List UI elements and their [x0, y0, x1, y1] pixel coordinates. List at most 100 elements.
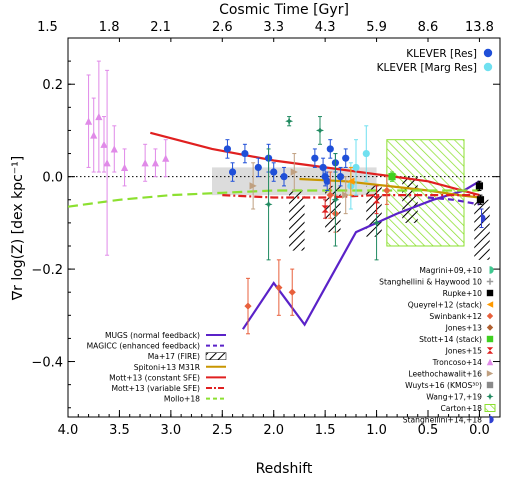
point-klever-res [342, 154, 350, 162]
legend-label: Wuyts+16 (KMOS³ᴰ) [405, 381, 482, 390]
point-troncoso-14 [110, 145, 118, 153]
top-tick-label: 2.1 [150, 20, 171, 35]
point-wang-17-19 [331, 195, 340, 204]
point-klever-res [311, 154, 319, 162]
legend-marker [486, 393, 494, 400]
x-tick-label: 2.5 [212, 423, 233, 438]
point-jones-15 [321, 205, 329, 213]
point-troncoso-14 [100, 140, 108, 148]
x-tick-label: 3.5 [109, 423, 130, 438]
point-rupke-10 [476, 196, 485, 204]
point-troncoso-14 [103, 159, 111, 167]
legend-marker [486, 381, 494, 389]
point-troncoso-14 [84, 117, 93, 125]
x-tick-label: 1.0 [366, 423, 387, 438]
point-klever-res [223, 145, 232, 153]
point-klever-res [280, 173, 288, 181]
legend-label: MAGICC (enhanced feedback) [87, 342, 200, 351]
legend-klever: KLEVER [Res] KLEVER [Marg Res] [377, 48, 493, 74]
legend-marker [486, 370, 494, 377]
point-klever-res [336, 173, 345, 181]
line-mollo-18 [68, 189, 480, 208]
legend-label: Leethochawalit+16 [408, 370, 482, 379]
legend-label: Mollo+18 [164, 395, 200, 404]
top-tick-label: 3.3 [263, 20, 284, 35]
point-wang-17-19 [285, 117, 294, 126]
point-leethochawalit-16 [290, 168, 298, 176]
legend-label: Stanghellini+14,+18 [403, 416, 482, 425]
point-wang-17-19 [316, 126, 324, 135]
legend-label: Ma+17 (FIRE) [148, 352, 200, 361]
legend-label: Wang+17,+19 [426, 393, 482, 402]
legend-label: Troncoso+14 [432, 358, 483, 367]
legend-marker [486, 324, 494, 331]
legend-label: Stanghellini & Haywood 10 [379, 278, 482, 287]
legend-label: Stott+14 (stack) [419, 335, 482, 344]
point-klever-res [241, 149, 249, 158]
legend-models: MUGS (normal feedback) MAGICC (enhanced f… [87, 331, 227, 404]
legend-label: Jones+13 [445, 324, 483, 333]
point-klever-res [270, 168, 278, 176]
y-axis-title: ∇r log(Z) [dex kpc⁻¹] [10, 156, 26, 301]
top-axis-ticks: 1.5 1.8 2.1 2.6 3.3 4.3 5.9 8.6 13.8 [37, 20, 494, 35]
legend-label: MUGS (normal feedback) [105, 331, 200, 340]
point-klever-marg-res [352, 163, 360, 172]
y-tick-label: 0.2 [42, 78, 63, 93]
top-tick-label: 5.9 [366, 20, 387, 35]
point-troncoso-14 [120, 163, 129, 172]
line-magicc-enhanced-feedback [427, 196, 480, 206]
legend-marker [489, 415, 494, 424]
y-tick-label: −0.2 [31, 263, 63, 278]
point-troncoso-14 [162, 154, 170, 162]
legend-marker [486, 301, 494, 308]
point-troncoso-14 [151, 159, 160, 167]
point-troncoso-14 [141, 159, 149, 167]
legend-label: Queyrel+12 (stack) [408, 301, 482, 310]
x-axis-ticks: 4.0 3.5 3.0 2.5 2.0 1.5 1.0 0.5 0.0 [58, 38, 491, 438]
top-tick-label: 8.6 [418, 20, 439, 35]
point-jones-15 [372, 196, 381, 204]
legend-label: Mott+13 (variable SFE) [111, 384, 200, 393]
hatched-regions [289, 176, 490, 260]
legend-marker [486, 347, 494, 354]
legend-label: Spitoni+13 M31R [134, 363, 201, 372]
point-klever-res [228, 168, 237, 176]
fire-region [289, 190, 305, 251]
legend-label: KLEVER [Res] [406, 48, 477, 60]
point-klever-marg-res [362, 149, 370, 158]
fire-region [474, 199, 490, 260]
legend-marker [484, 404, 496, 412]
x-axis-title: Redshift [256, 461, 313, 477]
point-leethochawalit-16 [249, 182, 257, 190]
fire-region [325, 185, 341, 233]
point-stanghellini-14-18 [480, 214, 486, 223]
point-swinbank-12 [275, 283, 283, 292]
legend-label: KLEVER [Marg Res] [377, 62, 477, 74]
legend-marker [489, 266, 494, 274]
point-swinbank-12 [244, 302, 252, 310]
legend-swatch [205, 352, 227, 360]
x-tick-label: 4.0 [58, 423, 79, 438]
point-klever-res [323, 177, 331, 185]
legend-marker [483, 62, 493, 72]
legend-marker [486, 335, 494, 343]
point-swinbank-12 [326, 191, 334, 199]
point-stott-14-stack [388, 173, 396, 181]
legend-label: Mott+13 (constant SFE) [109, 373, 200, 382]
fire-region [402, 176, 418, 223]
legend-label: Swinbank+12 [429, 312, 482, 321]
legend-marker [486, 358, 494, 366]
top-axis-title: Cosmic Time [Gyr] [219, 2, 349, 18]
x-tick-label: 0.0 [469, 423, 490, 438]
point-wang-17-19 [372, 218, 381, 227]
y-tick-label: 0.0 [42, 171, 63, 186]
top-tick-label: 2.6 [212, 20, 233, 35]
x-tick-label: 0.5 [418, 423, 439, 438]
legend-marker [486, 289, 494, 297]
legend-marker [483, 48, 493, 58]
point-queyrel-12-stack [347, 177, 355, 185]
point-troncoso-14 [95, 112, 103, 121]
point-klever-res [254, 163, 262, 172]
x-tick-label: 2.0 [263, 423, 284, 438]
